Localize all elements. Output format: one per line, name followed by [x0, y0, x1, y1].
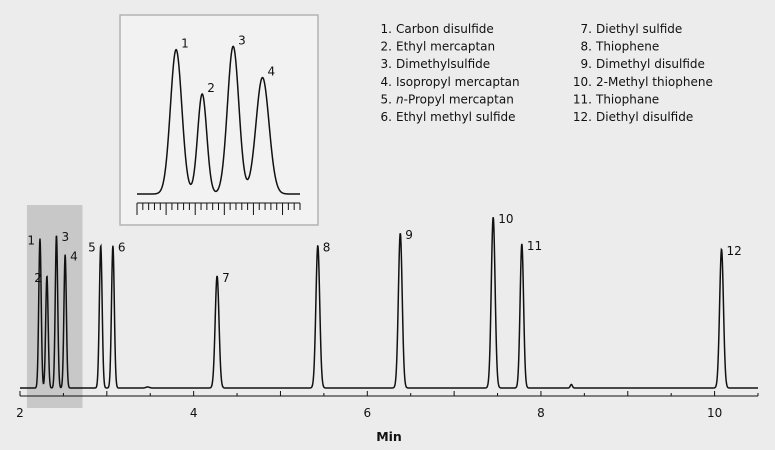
- legend-number: 11.: [573, 92, 592, 106]
- peak-label-6: 6: [118, 241, 126, 255]
- peak-label-3: 3: [61, 230, 69, 244]
- legend-item-11: 11. Thiophane: [573, 92, 659, 106]
- peak-label-11: 11: [527, 239, 542, 253]
- x-axis-title: Min: [376, 429, 402, 444]
- legend-name: Dimethylsulfide: [396, 57, 490, 71]
- x-tick-label: 8: [537, 406, 545, 420]
- legend-name: Thiophane: [595, 92, 659, 106]
- legend-item-10: 10. 2-Methyl thiophene: [573, 75, 713, 89]
- legend-name: n-Propyl mercaptan: [396, 92, 514, 106]
- legend-name: Diethyl disulfide: [596, 110, 693, 124]
- legend-item-2: 2. Ethyl mercaptan: [381, 40, 496, 54]
- inset-peak-label-4: 4: [268, 65, 276, 79]
- legend-number: 8.: [581, 40, 592, 54]
- legend-number: 9.: [581, 57, 592, 71]
- legend-number: 5.: [381, 92, 392, 106]
- legend-item-3: 3. Dimethylsulfide: [381, 57, 491, 71]
- legend-number: 1.: [381, 22, 392, 36]
- legend-name: Ethyl methyl sulfide: [396, 110, 516, 124]
- inset-peak-label-2: 2: [207, 81, 215, 95]
- peak-label-9: 9: [405, 228, 413, 242]
- legend-item-12: 12. Diethyl disulfide: [573, 110, 693, 124]
- chromatogram-trace: [20, 217, 758, 389]
- peak-label-2: 2: [34, 271, 42, 285]
- peak-label-7: 7: [222, 271, 230, 285]
- legend-name: 2-Methyl thiophene: [596, 75, 713, 89]
- legend-item-1: 1. Carbon disulfide: [381, 22, 494, 36]
- x-tick-label: 2: [16, 406, 24, 420]
- legend-name: Carbon disulfide: [396, 22, 494, 36]
- legend-item-7: 7. Diethyl sulfide: [581, 22, 683, 36]
- inset-peak-label-3: 3: [238, 33, 246, 47]
- legend-number: 2.: [381, 40, 392, 54]
- legend-item-9: 9. Dimethyl disulfide: [581, 57, 705, 71]
- legend-number: 3.: [381, 57, 392, 71]
- peak-label-8: 8: [323, 241, 331, 255]
- legend-name: Dimethyl disulfide: [596, 57, 705, 71]
- legend-item-5: 5. n-Propyl mercaptan: [381, 92, 514, 106]
- legend-name: Isopropyl mercaptan: [396, 75, 520, 89]
- legend-number: 10.: [573, 75, 592, 89]
- legend-item-4: 4. Isopropyl mercaptan: [381, 75, 520, 89]
- inset-trace: [137, 45, 300, 195]
- legend-item-8: 8. Thiophene: [581, 40, 660, 54]
- legend-number: 12.: [573, 110, 592, 124]
- legend-name: Thiophene: [595, 40, 659, 54]
- inset-peak-label-1: 1: [181, 37, 189, 51]
- inset-box: [119, 14, 319, 226]
- peak-label-4: 4: [70, 250, 78, 264]
- x-tick-label: 4: [190, 406, 198, 420]
- peak-label-10: 10: [498, 212, 513, 226]
- legend-number: 4.: [381, 75, 392, 89]
- x-tick-label: 10: [707, 406, 722, 420]
- legend-number: 7.: [581, 22, 592, 36]
- peak-label-12: 12: [727, 244, 742, 258]
- legend-name: Ethyl mercaptan: [396, 40, 495, 54]
- x-tick-label: 6: [363, 406, 371, 420]
- legend-name: Diethyl sulfide: [596, 22, 682, 36]
- legend-item-6: 6. Ethyl methyl sulfide: [381, 110, 516, 124]
- legend-number: 6.: [381, 110, 392, 124]
- peak-label-5: 5: [88, 241, 96, 255]
- peak-label-1: 1: [27, 233, 35, 247]
